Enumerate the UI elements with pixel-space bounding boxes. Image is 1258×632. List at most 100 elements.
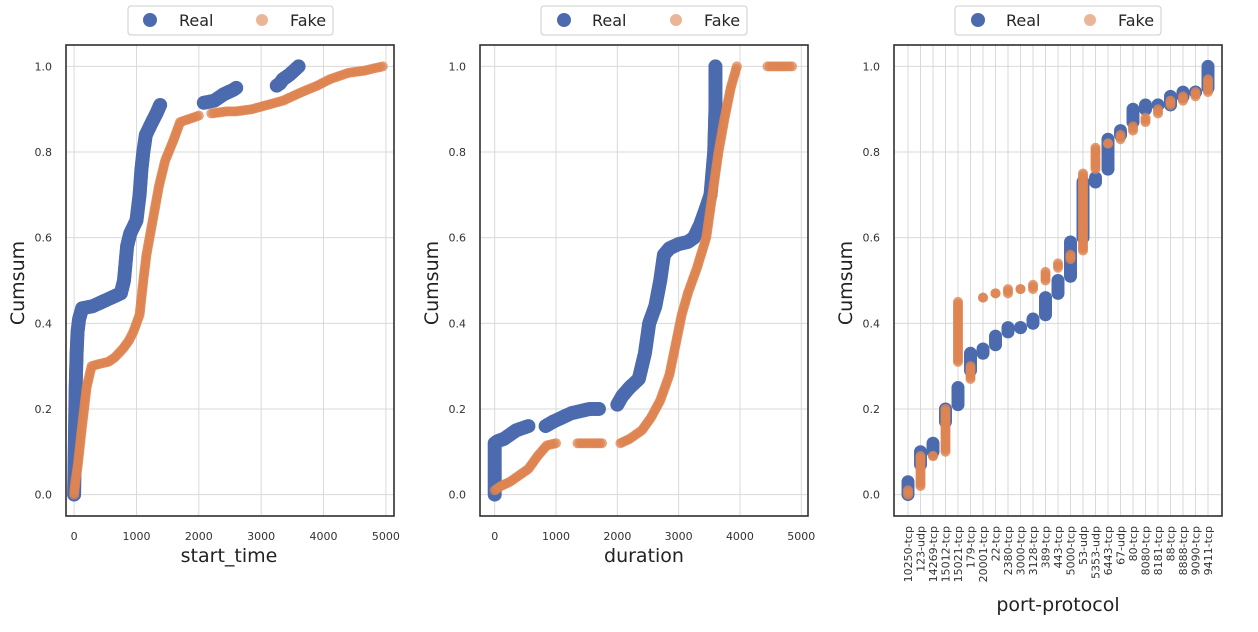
legend-marker-real [971,13,985,27]
x-tick-label: 10250-tcp [902,526,915,582]
legend-label-fake: Fake [1118,11,1154,30]
data-point-real [1201,59,1215,73]
x-tick-label: 3000 [247,530,275,543]
data-point-fake [1203,74,1213,85]
y-tick-label: 0.4 [449,317,467,330]
port-fake-points [915,451,926,492]
x-tick-label: 2000 [603,530,631,543]
data-point-fake [1153,104,1163,115]
port-real-points [1026,312,1040,330]
data-point-fake [1078,168,1088,179]
port-fake-points [1065,249,1076,265]
x-tick-label: 20001-tcp [977,526,990,582]
legend-label-fake: Fake [704,11,740,30]
port-fake-points [1078,168,1088,256]
ticks-start-time: 0.0 0.2 0.4 0.6 0.8 1.0 0 1000 2000 3000 4000 5000 [35,60,400,543]
grid-start-time [66,45,394,516]
data-point-real [951,381,965,395]
data-point-real [976,342,990,356]
series-real-segment [487,419,536,502]
data-point-fake [903,485,913,496]
port-fake-points [1115,129,1126,145]
port-fake-points [1003,284,1013,299]
x-tick-label: 1000 [542,530,570,543]
data-point-fake [1178,91,1188,102]
axes-frame-duration [479,44,809,517]
legend-label-real: Real [1006,11,1041,30]
y-tick-label: 0.0 [449,489,467,502]
port-real-points [989,329,1002,352]
port-real-points [1089,171,1102,189]
x-tick-label: 179-tcp [965,526,978,568]
legend-label-fake: Fake [290,11,326,30]
y-tick-label: 0.2 [35,403,53,416]
data-point-fake [928,451,938,462]
data-point-real [229,80,244,95]
x-tick-label: 3128-tcp [1027,526,1040,575]
data-point-fake [731,61,742,72]
data-point-real [1039,291,1052,305]
data-point-fake [990,288,1001,299]
data-point-real [964,346,977,360]
port-fake-points [1015,284,1026,295]
port-fake-points [1103,138,1113,149]
x-axis-label: port-protocol [996,594,1119,616]
data-point-real [1001,321,1015,335]
legend: Real Fake [954,5,1162,36]
series-fake-segment [762,61,798,72]
legend-marker-fake [670,14,682,26]
data-point-fake [1065,249,1076,260]
port-real-points [1014,321,1027,335]
legend-label-real: Real [179,11,214,30]
y-axis-label: Cumsum [421,241,443,325]
y-tick-label: 0.4 [863,317,881,330]
port-real-points [1139,98,1152,116]
x-tick-label: 5000-tcp [1065,526,1078,575]
series-real-segment [538,401,606,434]
legend-marker-real [143,13,157,27]
x-tick-label: 0 [71,530,78,543]
axes-frame-start-time [65,44,395,517]
x-tick-label: 14269-tcp [927,526,940,582]
port-fake-points [1090,142,1101,175]
series-fake-segment [489,438,562,496]
port-fake-points [1040,266,1051,286]
port-fake-points [965,361,976,384]
x-tick-label: 5353-udp [1090,526,1103,579]
series-start-time [67,59,388,502]
y-tick-label: 0.6 [35,232,53,245]
data-point-real [901,475,915,489]
panel-port-protocol: 0.0 0.2 0.4 0.6 0.8 1.0 10250-tcp 123-udp 14269-… [835,5,1223,616]
series-port-protocol [901,59,1215,502]
y-tick-label: 0.2 [449,403,467,416]
series-fake-segment [572,438,608,449]
x-tick-label: 9090-tcp [1190,526,1203,575]
data-point-fake [978,292,988,303]
series-real-segment [75,97,168,316]
port-fake-points [1028,279,1038,295]
y-tick-label: 1.0 [35,60,53,73]
y-tick-label: 0.0 [35,489,53,502]
ticks-port-protocol: 0.0 0.2 0.4 0.6 0.8 1.0 10250-tcp 123-udp 14269-… [863,60,1216,582]
data-point-fake [1140,112,1151,123]
x-tick-label: 8181-tcp [1152,526,1165,575]
port-fake-points [953,296,963,367]
x-tick-label: 15021-tcp [952,526,965,582]
series-fake-segment [615,61,742,449]
data-point-fake [915,451,926,462]
port-fake-points [990,288,1001,299]
x-tick-label: 0 [491,530,498,543]
x-tick-label: 8080-tcp [1140,526,1153,575]
port-fake-points [1190,87,1201,102]
x-tick-label: 1000 [122,530,150,543]
y-tick-label: 0.8 [449,146,467,159]
x-tick-label: 22-tcp [990,526,1003,561]
data-point-real [521,419,536,434]
y-tick-label: 0.4 [35,317,53,330]
data-point-fake [1190,87,1201,98]
y-tick-label: 1.0 [449,60,467,73]
port-real-points [951,381,965,412]
y-tick-label: 1.0 [863,60,881,73]
port-real-points [1051,274,1065,300]
data-point-fake [953,296,963,307]
